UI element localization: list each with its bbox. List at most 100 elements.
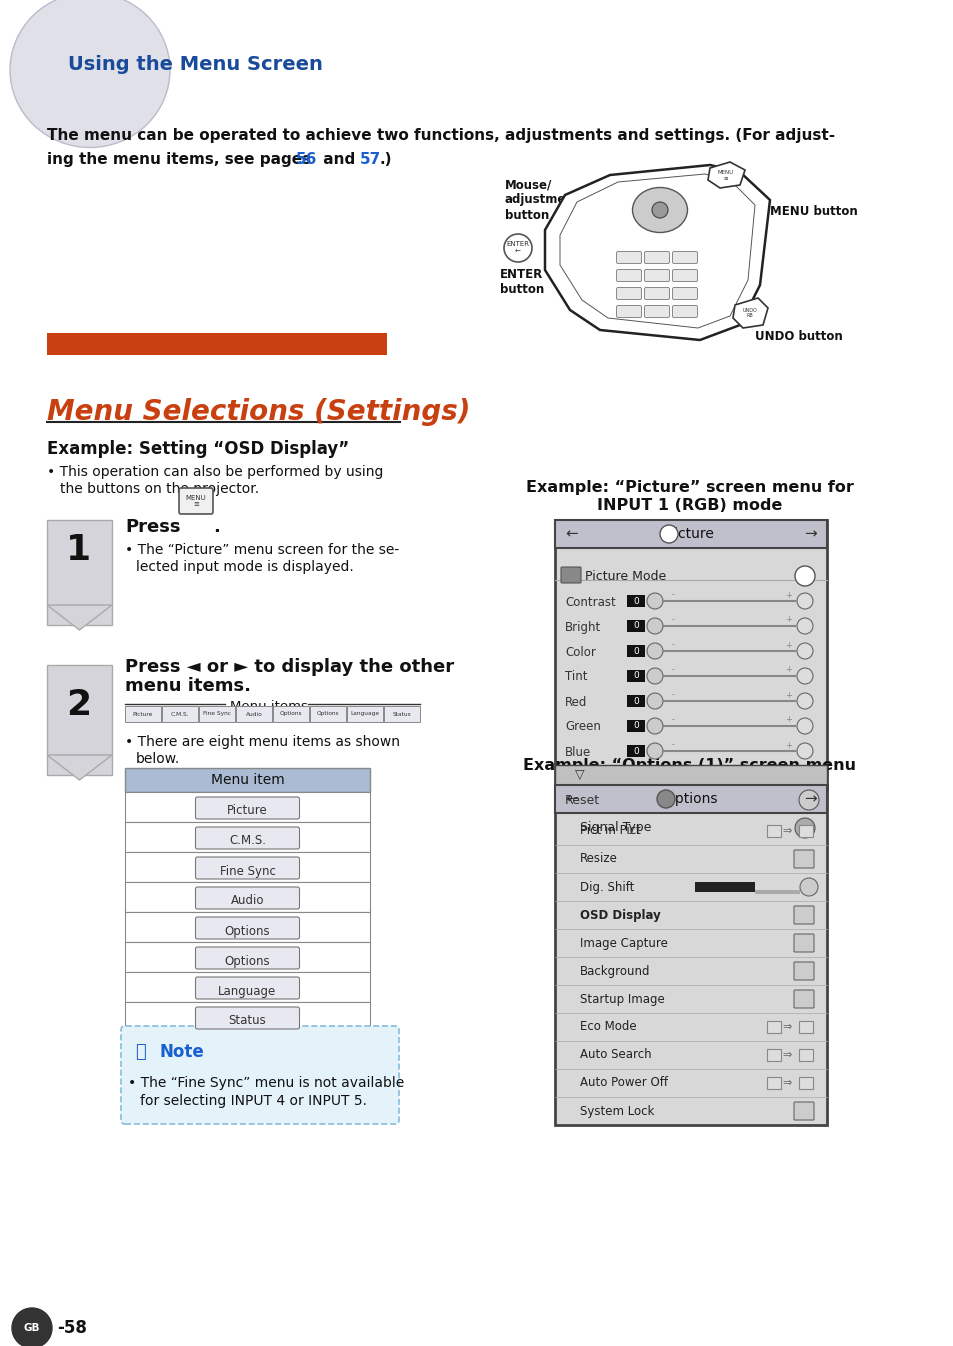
Text: Options: Options (663, 791, 717, 806)
FancyBboxPatch shape (644, 269, 669, 281)
Circle shape (646, 693, 662, 709)
Circle shape (646, 594, 662, 608)
Circle shape (796, 717, 812, 734)
FancyBboxPatch shape (616, 269, 640, 281)
Text: Bright: Bright (564, 621, 600, 634)
Text: Green: Green (564, 720, 600, 734)
Bar (626, 595, 644, 607)
Circle shape (796, 668, 812, 684)
Text: Example: “Picture” screen menu for: Example: “Picture” screen menu for (525, 481, 853, 495)
Bar (626, 695, 644, 707)
Text: Fine Sync: Fine Sync (219, 864, 275, 878)
Bar (766, 1049, 781, 1061)
Bar (273, 707, 309, 721)
Bar (766, 1022, 781, 1032)
Text: Note: Note (160, 1043, 205, 1061)
Circle shape (794, 567, 814, 586)
FancyBboxPatch shape (616, 306, 640, 318)
Circle shape (794, 818, 814, 839)
FancyBboxPatch shape (672, 306, 697, 318)
Text: →: → (801, 965, 811, 977)
Bar (626, 720, 644, 732)
Bar (125, 882, 370, 913)
Text: Picture: Picture (132, 712, 153, 716)
Text: Pict in Pict: Pict in Pict (579, 825, 640, 837)
Bar (162, 707, 198, 721)
Text: Auto Power Off: Auto Power Off (579, 1077, 667, 1089)
Text: MENU
≡: MENU ≡ (718, 170, 733, 180)
Polygon shape (47, 755, 112, 779)
Text: Tint: Tint (564, 670, 587, 684)
Text: Reset: Reset (564, 794, 599, 806)
Text: +: + (784, 716, 791, 724)
Text: →: → (801, 992, 811, 1005)
Text: ←: ← (564, 791, 578, 806)
FancyBboxPatch shape (195, 887, 299, 909)
Bar (555, 520, 826, 790)
Text: ⇒: ⇒ (781, 1022, 791, 1032)
Bar (555, 520, 826, 548)
Circle shape (646, 668, 662, 684)
Bar (235, 707, 272, 721)
FancyBboxPatch shape (616, 252, 640, 264)
Text: ing the menu items, see pages: ing the menu items, see pages (47, 152, 316, 167)
Circle shape (503, 234, 532, 262)
Text: Resize: Resize (579, 852, 618, 865)
Bar (626, 744, 644, 756)
Text: Menu items: Menu items (230, 700, 308, 713)
FancyBboxPatch shape (672, 269, 697, 281)
Text: Press ◄ or ► to display the other: Press ◄ or ► to display the other (125, 658, 454, 676)
Bar (384, 707, 419, 721)
Text: -: - (671, 740, 675, 750)
Bar (626, 645, 644, 657)
Text: 1: 1 (67, 533, 91, 567)
Bar (125, 942, 370, 972)
Text: →: → (801, 569, 811, 583)
Circle shape (796, 693, 812, 709)
Text: • The “Picture” menu screen for the se-: • The “Picture” menu screen for the se- (125, 542, 399, 557)
Text: +: + (784, 740, 791, 750)
Text: -: - (671, 615, 675, 625)
Text: Picture Mode: Picture Mode (584, 569, 665, 583)
Text: →: → (803, 791, 816, 806)
Text: INPUT 1 (RGB) mode: INPUT 1 (RGB) mode (597, 498, 781, 513)
Circle shape (796, 643, 812, 660)
Text: +: + (784, 665, 791, 674)
Text: -: - (671, 591, 675, 599)
Text: →: → (801, 821, 811, 835)
Text: -: - (671, 665, 675, 674)
Text: Color: Color (564, 646, 596, 658)
Ellipse shape (10, 0, 170, 148)
Bar (626, 670, 644, 682)
Bar (125, 822, 370, 852)
Circle shape (646, 717, 662, 734)
Text: Language: Language (350, 712, 379, 716)
Text: Fine Sync: Fine Sync (203, 712, 231, 716)
Polygon shape (544, 166, 769, 341)
Text: ⇒: ⇒ (781, 826, 791, 836)
Text: ▽: ▽ (575, 769, 584, 782)
FancyBboxPatch shape (195, 948, 299, 969)
Text: The menu can be operated to achieve two functions, adjustments and settings. (Fo: The menu can be operated to achieve two … (47, 128, 834, 143)
Text: 📋: 📋 (135, 1043, 146, 1061)
Circle shape (12, 1308, 52, 1346)
Text: →: → (801, 852, 811, 865)
Text: GB: GB (24, 1323, 40, 1333)
Bar (125, 1001, 370, 1032)
FancyBboxPatch shape (644, 306, 669, 318)
Text: Using the Menu Screen: Using the Menu Screen (68, 55, 322, 74)
Bar (125, 913, 370, 942)
Bar (125, 972, 370, 1001)
Text: Mouse/
adjustment
button (▲/▼/◄/►): Mouse/ adjustment button (▲/▼/◄/►) (504, 178, 612, 221)
Text: 2: 2 (67, 688, 91, 721)
Bar (555, 765, 826, 790)
Text: Background: Background (579, 965, 650, 977)
Text: 0: 0 (633, 696, 639, 705)
Text: →: → (801, 937, 811, 949)
Text: +: + (784, 641, 791, 650)
Text: Example: “Options (1)” screen menu: Example: “Options (1)” screen menu (523, 758, 856, 773)
Bar (799, 1049, 812, 1061)
Text: 0: 0 (633, 622, 639, 630)
FancyBboxPatch shape (195, 797, 299, 818)
FancyBboxPatch shape (644, 252, 669, 264)
